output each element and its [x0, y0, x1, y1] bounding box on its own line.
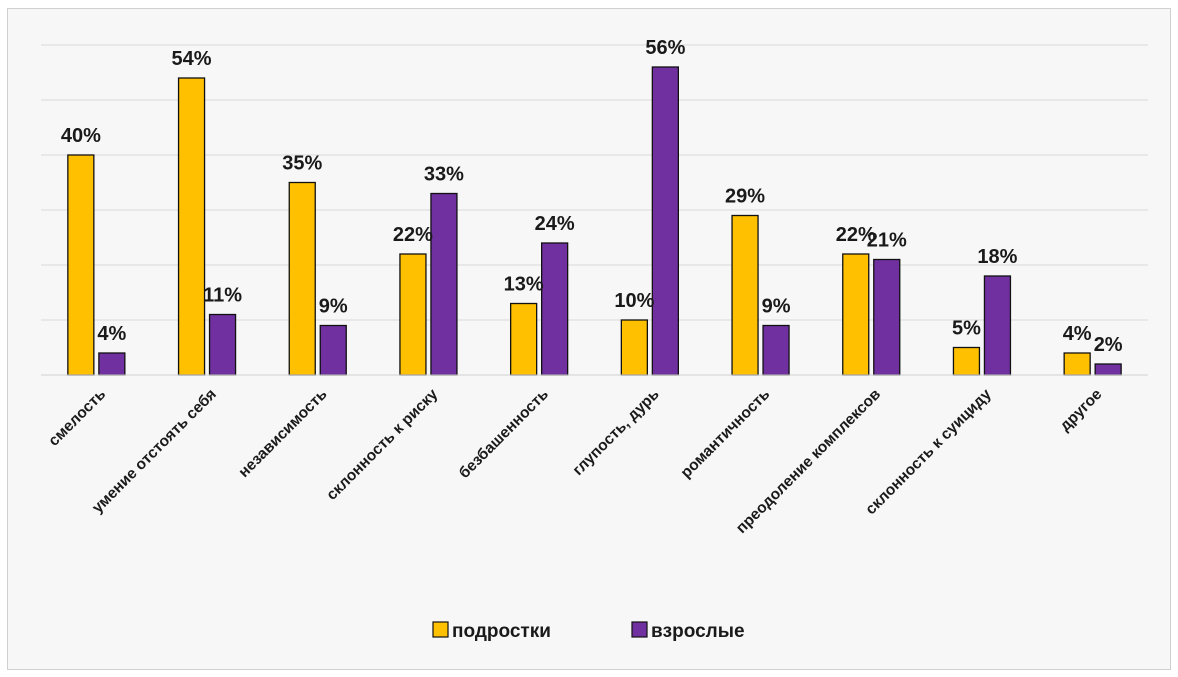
bar-взрослые-склонность-к-риску — [430, 192, 458, 376]
bar-подростки-другое — [1063, 352, 1091, 376]
x-tick-label: независимость — [235, 386, 330, 481]
data-label-взрослые-безбашенность: 24% — [535, 213, 575, 235]
data-label-взрослые-другое: 2% — [1094, 334, 1123, 356]
bar-взрослые-смелость — [98, 352, 126, 376]
bar-подростки-романтичность — [731, 214, 759, 376]
data-label-подростки-другое: 4% — [1063, 323, 1092, 345]
chart-frame: 40% 4% 54% 11% 35% 9% 22% 33% 13% 24% 10% 56% 29% 9% 2… — [7, 8, 1171, 670]
data-label-подростки-склонность-к-риску: 22% — [393, 224, 433, 246]
bar-взрослые-глупость-дурь — [651, 66, 679, 376]
bar-взрослые-безбашенность — [541, 242, 569, 376]
data-label-взрослые-склонность-к-риску: 33% — [424, 164, 464, 186]
data-label-подростки-преодоление-комплексов: 22% — [836, 224, 876, 246]
data-label-взрослые-романтичность: 9% — [762, 296, 791, 318]
legend-swatch-взрослые — [631, 621, 648, 638]
data-label-подростки-глупость-дурь: 10% — [614, 290, 654, 312]
legend-label-взрослые: взрослые — [651, 621, 745, 642]
x-tick-label: глупость, дурь — [570, 386, 663, 479]
x-tick-label: другое — [1057, 386, 1106, 435]
bar-подростки-смелость — [67, 154, 95, 376]
data-label-подростки-безбашенность: 13% — [504, 274, 544, 296]
bar-подростки-безбашенность — [509, 302, 538, 376]
data-label-подростки-смелость: 40% — [61, 125, 101, 147]
bar-подростки-глупость-дурь — [620, 319, 648, 376]
bar-взрослые-романтичность — [762, 324, 790, 376]
data-labels: 40% 4% 54% 11% 35% 9% 22% 33% 13% 24% 10% 56% 29% 9% 2… — [61, 37, 1123, 356]
x-tick-label: умение отстоять себя — [89, 386, 220, 517]
data-label-подростки-умение-отстоять-себя: 54% — [172, 48, 212, 70]
data-label-подростки-независимость: 35% — [282, 153, 322, 175]
data-label-подростки-романтичность: 29% — [725, 186, 765, 208]
data-label-взрослые-преодоление-комплексов: 21% — [867, 230, 907, 252]
data-label-взрослые-независимость: 9% — [319, 296, 348, 318]
bar-взрослые-преодоление-комплексов — [873, 258, 901, 376]
x-tick-label: склонность к суициду — [862, 386, 995, 519]
bar-взрослые-другое — [1094, 363, 1122, 376]
x-tick-label: склонность к риску — [323, 386, 441, 504]
bar-chart: 40% 4% 54% 11% 35% 9% 22% 33% 13% 24% 10% 56% 29% 9% 2… — [41, 37, 1148, 642]
data-label-взрослые-смелость: 4% — [97, 323, 126, 345]
gridlines — [41, 44, 1148, 321]
data-label-подростки-склонность-к-суициду: 5% — [952, 318, 981, 340]
x-tick-label: безбашенность — [456, 386, 552, 482]
data-label-взрослые-глупость-дурь: 56% — [645, 37, 685, 59]
bar-подростки-независимость — [288, 181, 316, 376]
legend-label-подростки: подростки — [452, 621, 551, 642]
bar-подростки-склонность-к-суициду — [952, 346, 981, 376]
data-label-взрослые-умение-отстоять-себя: 11% — [203, 285, 242, 307]
data-label-взрослые-склонность-к-суициду: 18% — [977, 246, 1017, 268]
x-tick-label: романтичность — [678, 386, 774, 482]
bar-подростки-умение-отстоять-себя — [177, 77, 206, 376]
x-tick-label: смелость — [45, 386, 109, 450]
bars — [67, 66, 1122, 376]
bar-взрослые-умение-отстоять-себя — [208, 313, 237, 376]
legend: подростки взрослые — [432, 621, 745, 642]
bar-взрослые-склонность-к-суициду — [983, 275, 1012, 376]
bar-подростки-преодоление-комплексов — [842, 253, 870, 376]
bar-подростки-склонность-к-риску — [399, 253, 427, 376]
legend-swatch-подростки — [432, 621, 449, 638]
bar-взрослые-независимость — [319, 324, 347, 376]
